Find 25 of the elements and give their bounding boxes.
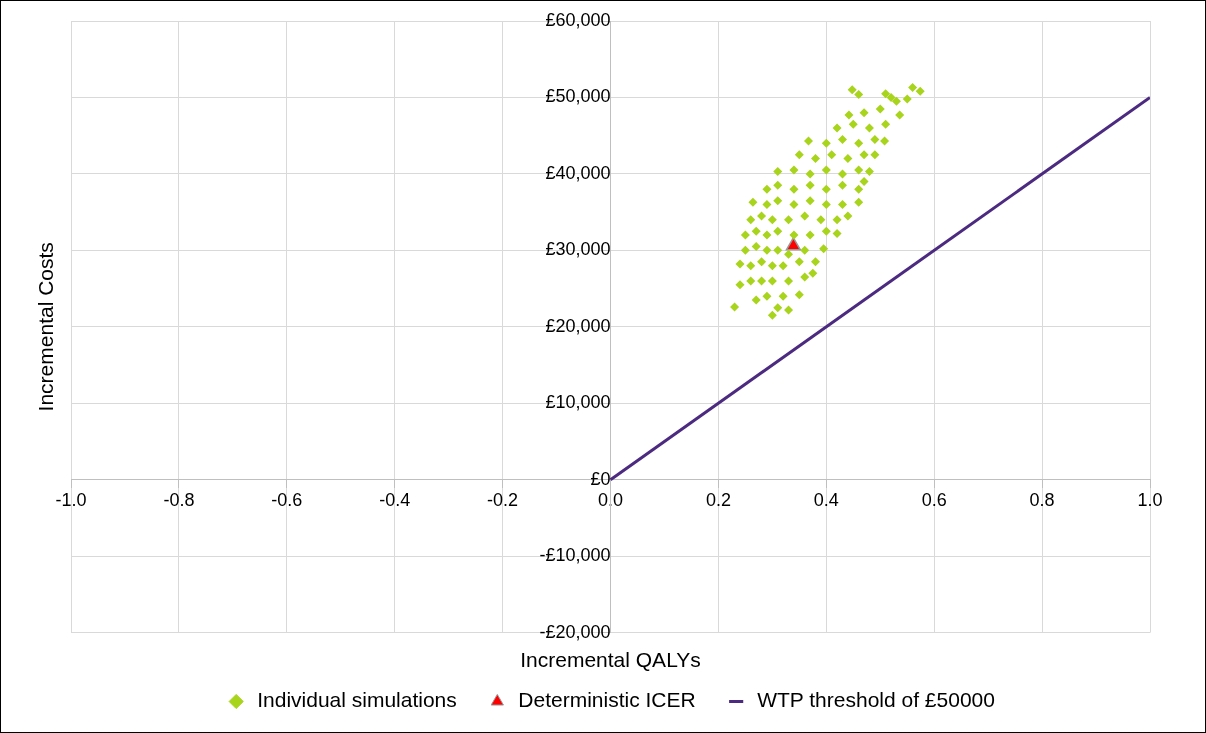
- y-tick-label: £0: [590, 468, 611, 489]
- x-tick-label: -0.2: [487, 490, 519, 511]
- legend-label: Deterministic ICER: [518, 688, 696, 712]
- y-tick-label: £10,000: [545, 392, 611, 413]
- x-axis-title: Incremental QALYs: [520, 647, 701, 671]
- x-tick-label: 0.8: [1029, 490, 1055, 511]
- y-tick-label: -£20,000: [539, 621, 611, 642]
- x-tick-label: -0.8: [163, 490, 195, 511]
- y-tick-label: £40,000: [545, 162, 611, 183]
- legend-label: Individual simulations: [257, 688, 457, 712]
- x-tick-label: 1.0: [1137, 490, 1163, 511]
- x-tick-label: 0.6: [921, 490, 947, 511]
- y-tick-label: £60,000: [545, 9, 611, 30]
- x-tick-label: 0.4: [813, 490, 839, 511]
- x-tick-label: -1.0: [55, 490, 87, 511]
- y-tick-label: £20,000: [545, 315, 611, 336]
- x-tick-label: 0.0: [597, 490, 624, 511]
- y-axis-title: Incremental Costs: [33, 242, 57, 412]
- x-tick-label: 0.2: [705, 490, 731, 511]
- x-tick-label: -0.4: [379, 490, 411, 511]
- x-tick-label: -0.6: [271, 490, 303, 511]
- y-tick-label: £50,000: [545, 86, 611, 107]
- legend-label: WTP threshold of £50000: [757, 688, 995, 712]
- y-tick-label: -£10,000: [539, 545, 611, 566]
- y-tick-label: £30,000: [545, 239, 611, 260]
